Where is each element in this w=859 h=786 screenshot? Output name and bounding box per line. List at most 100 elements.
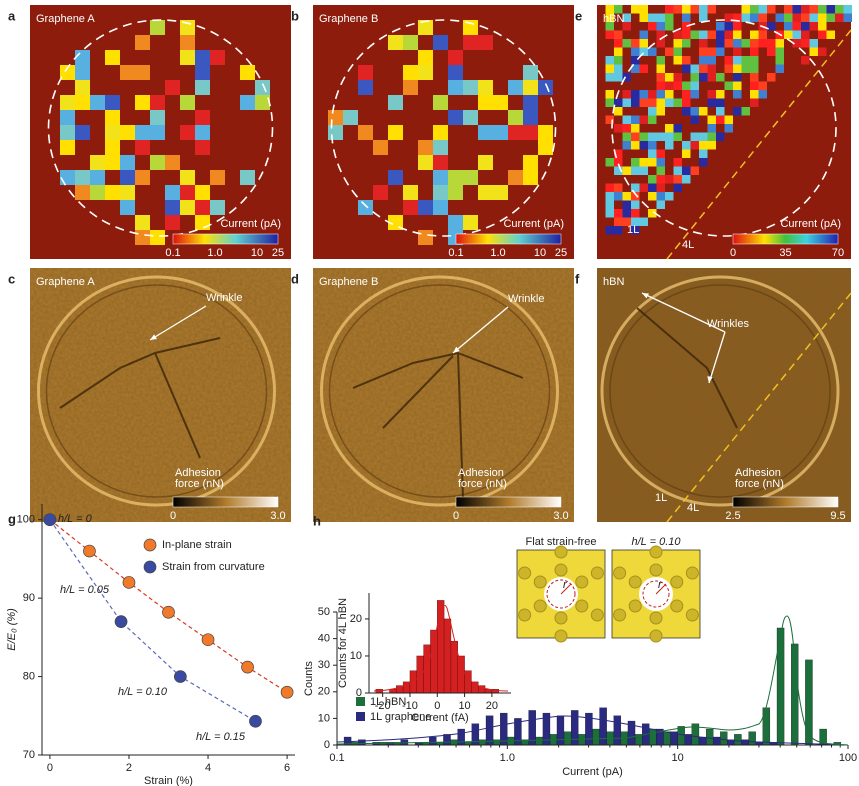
heatmap-cell	[605, 30, 614, 39]
atom	[649, 545, 663, 559]
heatmap-cell	[358, 65, 373, 80]
heatmap-cell	[75, 80, 90, 95]
x-tick-label: 1.0	[500, 752, 515, 764]
heatmap-cell	[741, 13, 750, 22]
heatmap-cell	[716, 132, 725, 141]
atom	[670, 575, 684, 589]
heatmap-cell	[826, 13, 835, 22]
bar	[677, 726, 685, 746]
x-tick-label: 100	[839, 752, 857, 764]
colorbar-tick: 0	[730, 247, 736, 259]
bar	[578, 734, 586, 746]
heatmap-cell	[433, 125, 448, 140]
colorbar	[455, 496, 562, 508]
x-tick-label: -10	[402, 700, 418, 712]
heatmap-cell	[448, 50, 463, 65]
heatmap-cell	[767, 22, 776, 31]
heatmap-cell	[622, 217, 631, 226]
heatmap-cell	[105, 110, 120, 125]
y-label: E/E₀ (%)	[6, 608, 18, 651]
heatmap-cell	[682, 13, 691, 22]
heatmap-cell	[733, 47, 742, 56]
heatmap-cell	[639, 166, 648, 175]
heatmap-cell	[493, 185, 508, 200]
heatmap-cell	[195, 125, 210, 140]
x-tick-label: 0.1	[329, 752, 344, 764]
heatmap-cell	[741, 64, 750, 73]
heatmap-cell	[622, 90, 631, 99]
heatmap-cell	[801, 13, 810, 22]
atom	[590, 608, 604, 622]
heatmap-cell	[699, 39, 708, 48]
arrow-head	[150, 334, 157, 340]
heatmap-cell	[631, 124, 640, 133]
heatmap-cell	[631, 132, 640, 141]
colorbar-tick: 1.0	[207, 247, 222, 259]
heatmap-cell	[150, 110, 165, 125]
bar	[409, 670, 417, 694]
heatmap-cell	[792, 5, 801, 14]
x-label: Current (pA)	[562, 766, 623, 778]
heatmap-cell	[210, 50, 225, 65]
colorbar-tick: 0.1	[448, 247, 463, 259]
colorbar	[732, 233, 839, 245]
heatmap-cell	[682, 22, 691, 31]
atom	[590, 566, 604, 580]
heatmap-cell	[631, 192, 640, 201]
heatmap-cell	[750, 98, 759, 107]
membrane-edge-inner	[328, 284, 551, 498]
heatmap-cell	[120, 185, 135, 200]
heatmap-cell	[665, 124, 674, 133]
heatmap-cell	[210, 170, 225, 185]
legend-label: Strain from curvature	[162, 561, 265, 573]
heatmap-cell	[631, 200, 640, 209]
heatmap-cell	[792, 30, 801, 39]
heatmap-cell	[733, 13, 742, 22]
heatmap-cell	[622, 192, 631, 201]
heatmap-cell	[775, 47, 784, 56]
heatmap-cell	[343, 110, 358, 125]
heatmap-cell	[758, 13, 767, 22]
heatmap-cell	[699, 132, 708, 141]
colorbar-label: force (nN)	[735, 478, 784, 490]
heatmap-cell	[75, 50, 90, 65]
atom	[518, 608, 532, 622]
heatmap-cell	[90, 185, 105, 200]
legend-marker	[143, 560, 157, 574]
heatmap-cell	[605, 90, 614, 99]
heatmap-cell	[673, 30, 682, 39]
arrow-head	[642, 293, 649, 299]
heatmap-cell	[716, 115, 725, 124]
heatmap-cell	[639, 98, 648, 107]
heatmap-cell	[523, 170, 538, 185]
heatmap-cell	[716, 73, 725, 82]
y-tick-label: 40	[318, 633, 330, 645]
point	[122, 576, 136, 589]
annotation: h/L = 0.15	[196, 731, 246, 743]
heatmap-cell	[120, 200, 135, 215]
heatmap-cell	[631, 98, 640, 107]
heatmap-cell	[631, 158, 640, 167]
bar	[416, 655, 424, 694]
bar	[443, 618, 452, 694]
heatmap-cell	[792, 22, 801, 31]
heatmap-cell	[690, 132, 699, 141]
heatmap-cell	[699, 73, 708, 82]
heatmap-cell	[60, 140, 75, 155]
heatmap-cell	[741, 56, 750, 65]
heatmap-cell	[605, 209, 614, 218]
heatmap-cell	[699, 56, 708, 65]
heatmap-cell	[707, 47, 716, 56]
graphene-fit	[337, 715, 848, 746]
heatmap-cell	[673, 5, 682, 14]
heatmap-cell	[605, 200, 614, 209]
heatmap-cell	[673, 56, 682, 65]
heatmap-cell	[648, 98, 657, 107]
heatmap-cell	[665, 175, 674, 184]
heatmap-cell	[418, 200, 433, 215]
afm-texture	[597, 268, 851, 522]
heatmap-cell	[75, 125, 90, 140]
heatmap-cell	[724, 39, 733, 48]
bar	[613, 715, 622, 746]
heatmap-cell	[448, 170, 463, 185]
